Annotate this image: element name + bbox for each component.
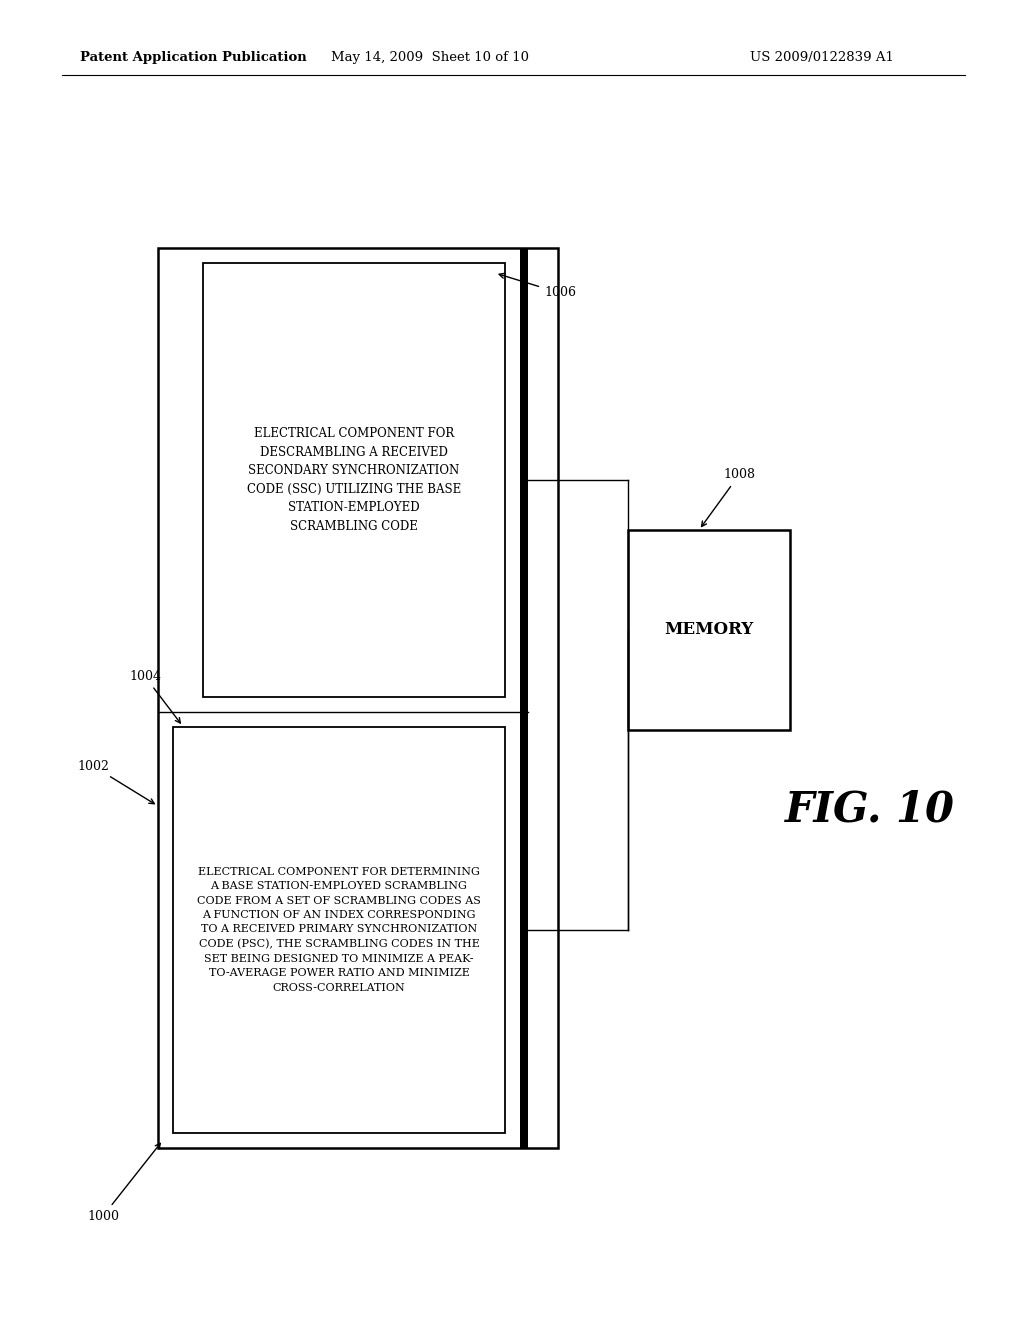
Text: 1006: 1006 [499, 273, 575, 300]
Bar [173, 726, 505, 1133]
Text: May 14, 2009  Sheet 10 of 10: May 14, 2009 Sheet 10 of 10 [331, 51, 529, 65]
Text: MEMORY: MEMORY [665, 622, 754, 639]
Text: 1008: 1008 [701, 469, 755, 527]
Bar [520, 248, 528, 1148]
Text: ELECTRICAL COMPONENT FOR DETERMINING
A BASE STATION-EMPLOYED SCRAMBLING
CODE FRO: ELECTRICAL COMPONENT FOR DETERMINING A B… [197, 867, 481, 993]
Text: US 2009/0122839 A1: US 2009/0122839 A1 [750, 51, 894, 65]
Bar [203, 263, 505, 697]
Bar [628, 531, 790, 730]
Text: 1000: 1000 [87, 1143, 161, 1222]
Text: 1004: 1004 [129, 671, 180, 723]
Text: ELECTRICAL COMPONENT FOR
DESCRAMBLING A RECEIVED
SECONDARY SYNCHRONIZATION
CODE : ELECTRICAL COMPONENT FOR DESCRAMBLING A … [247, 426, 461, 532]
Text: Patent Application Publication: Patent Application Publication [80, 51, 307, 65]
Bar [158, 248, 558, 1148]
Text: FIG. 10: FIG. 10 [785, 789, 955, 832]
Text: 1002: 1002 [77, 759, 155, 804]
